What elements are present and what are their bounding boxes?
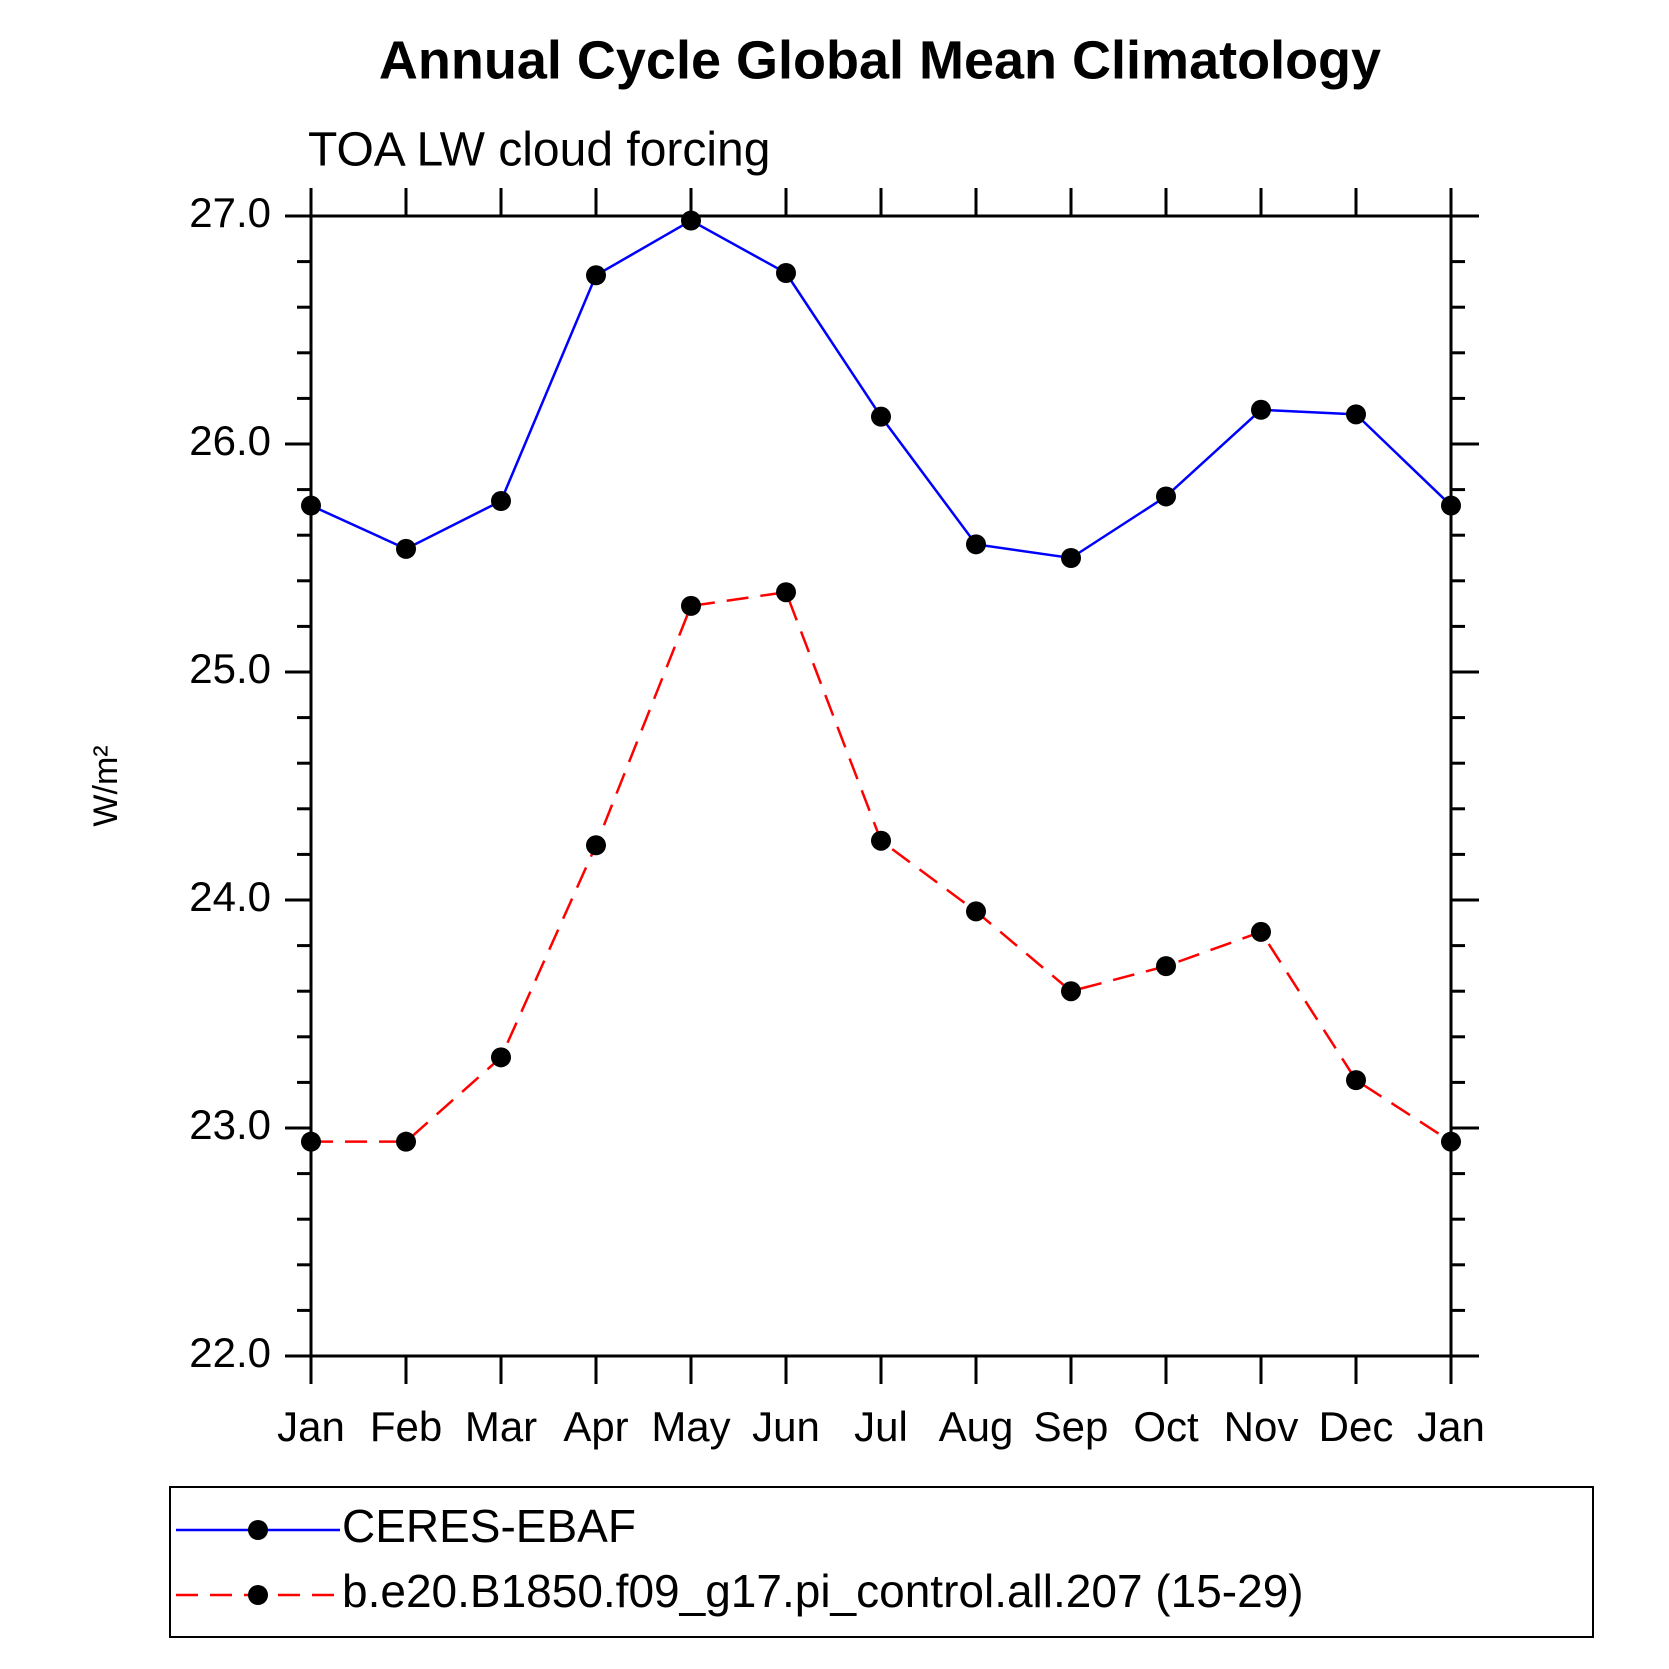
legend-marker xyxy=(248,1585,268,1605)
x-tick-label: Sep xyxy=(1034,1403,1109,1450)
legend-label: b.e20.B1850.f09_g17.pi_control.all.207 (… xyxy=(342,1565,1304,1617)
point-marker xyxy=(776,263,796,283)
y-tick-label: 25.0 xyxy=(189,645,271,692)
x-tick-label: Nov xyxy=(1224,1403,1299,1450)
plot-frame xyxy=(309,214,1453,1358)
legend-marker xyxy=(248,1520,268,1540)
point-marker xyxy=(1346,1070,1366,1091)
point-marker xyxy=(681,595,701,616)
legend-label: CERES-EBAF xyxy=(342,1500,636,1552)
chart-subtitle: TOA LW cloud forcing xyxy=(308,124,770,177)
x-tick-label: Jan xyxy=(1417,1403,1485,1450)
chart-title: Annual Cycle Global Mean Climatology xyxy=(379,30,1381,90)
x-tick-label: Feb xyxy=(370,1403,442,1450)
point-marker xyxy=(871,830,891,851)
point-marker xyxy=(681,210,701,231)
point-marker xyxy=(1156,486,1176,507)
series-line xyxy=(311,590,1452,1143)
x-tick-label: Jul xyxy=(854,1403,908,1450)
y-tick-label: 22.0 xyxy=(189,1329,271,1376)
x-tick-label: Mar xyxy=(465,1403,537,1450)
point-marker xyxy=(1441,1131,1461,1152)
x-tick-label: Oct xyxy=(1133,1403,1199,1450)
x-tick-label: Apr xyxy=(563,1403,628,1450)
point-marker xyxy=(1441,495,1461,516)
x-tick-label: May xyxy=(651,1403,730,1450)
y-tick-label: 26.0 xyxy=(189,417,271,464)
point-marker xyxy=(1251,399,1271,420)
point-marker xyxy=(871,406,891,427)
point-marker xyxy=(396,1131,416,1152)
x-tick-label: Jan xyxy=(277,1403,345,1450)
series-line xyxy=(310,219,1452,560)
legend-box xyxy=(169,1486,1594,1638)
point-marker xyxy=(1346,404,1366,425)
x-tick-label: Jun xyxy=(752,1403,820,1450)
point-marker xyxy=(586,265,606,286)
y-tick-label: 24.0 xyxy=(189,873,271,920)
x-tick-label: Aug xyxy=(939,1403,1014,1450)
y-tick-label: 27.0 xyxy=(189,189,271,236)
point-marker xyxy=(966,901,986,922)
x-tick-label: Dec xyxy=(1319,1403,1394,1450)
point-marker xyxy=(1156,956,1176,977)
point-marker xyxy=(491,491,511,511)
y-tick-label: 23.0 xyxy=(189,1101,271,1148)
point-marker xyxy=(586,835,606,856)
point-marker xyxy=(1061,548,1081,568)
point-marker xyxy=(776,582,796,603)
point-marker xyxy=(301,1131,321,1152)
point-marker xyxy=(1061,981,1081,1002)
point-marker xyxy=(1251,921,1271,942)
point-marker xyxy=(396,538,416,559)
point-marker xyxy=(301,495,321,516)
y-axis-label: W/m² xyxy=(87,745,125,826)
point-marker xyxy=(491,1047,511,1068)
point-marker xyxy=(966,534,986,555)
